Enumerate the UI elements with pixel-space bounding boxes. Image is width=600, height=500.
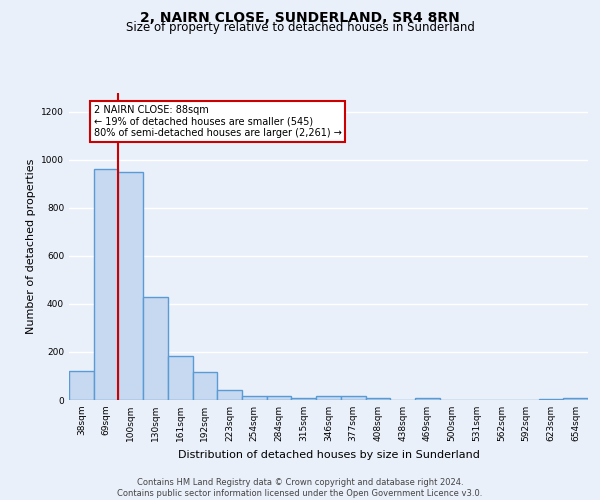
X-axis label: Distribution of detached houses by size in Sunderland: Distribution of detached houses by size … — [178, 450, 479, 460]
Bar — [292, 398, 316, 400]
Bar — [563, 398, 588, 400]
Bar — [69, 370, 94, 400]
Text: Contains HM Land Registry data © Crown copyright and database right 2024.
Contai: Contains HM Land Registry data © Crown c… — [118, 478, 482, 498]
Bar — [118, 172, 143, 400]
Bar — [341, 396, 365, 400]
Bar — [242, 396, 267, 400]
Bar — [539, 399, 563, 400]
Y-axis label: Number of detached properties: Number of detached properties — [26, 158, 35, 334]
Bar — [365, 398, 390, 400]
Bar — [168, 356, 193, 400]
Text: 2 NAIRN CLOSE: 88sqm
← 19% of detached houses are smaller (545)
80% of semi-deta: 2 NAIRN CLOSE: 88sqm ← 19% of detached h… — [94, 104, 341, 138]
Bar — [94, 170, 118, 400]
Bar — [316, 396, 341, 400]
Text: 2, NAIRN CLOSE, SUNDERLAND, SR4 8RN: 2, NAIRN CLOSE, SUNDERLAND, SR4 8RN — [140, 10, 460, 24]
Text: Size of property relative to detached houses in Sunderland: Size of property relative to detached ho… — [125, 21, 475, 34]
Bar — [193, 372, 217, 400]
Bar — [143, 296, 168, 400]
Bar — [415, 398, 440, 400]
Bar — [217, 390, 242, 400]
Bar — [267, 396, 292, 400]
